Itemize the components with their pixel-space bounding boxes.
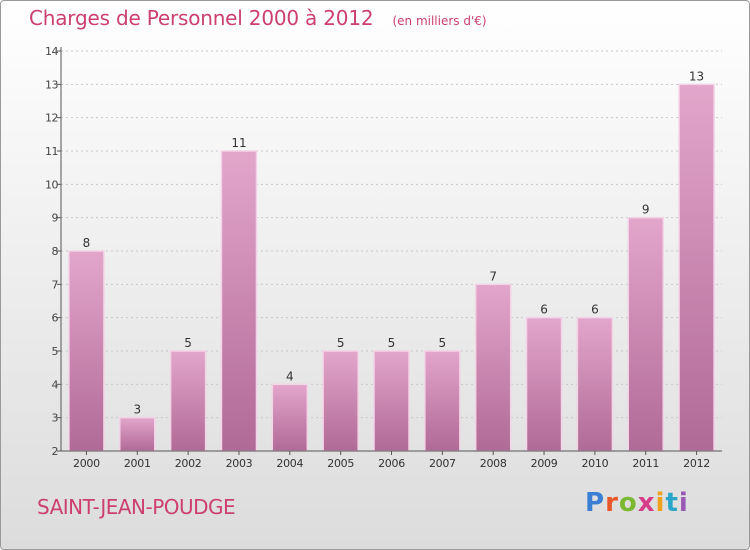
bar-value-label: 7	[489, 269, 497, 283]
x-tick-label: 2002	[175, 457, 202, 470]
brand-logo-letter: x	[637, 488, 656, 518]
bar	[271, 383, 309, 452]
bar	[220, 150, 258, 452]
y-tick-label: 9	[52, 212, 59, 225]
y-tick-label: 11	[45, 145, 58, 158]
y-tick-label: 6	[52, 312, 59, 325]
y-tick-label: 10	[45, 178, 58, 191]
y-tick-label: 7	[52, 278, 59, 291]
x-tick-label: 2007	[429, 457, 456, 470]
brand-logo-letter: i	[678, 488, 689, 518]
bar-value-label: 6	[591, 303, 599, 317]
x-tick-label: 2001	[124, 457, 151, 470]
x-tick-label: 2005	[327, 457, 354, 470]
bar-value-label: 3	[133, 403, 141, 417]
x-tick-label: 2008	[480, 457, 507, 470]
bar	[627, 216, 664, 452]
bar-value-label: 9	[642, 203, 650, 217]
y-tick-label: 2	[52, 445, 59, 458]
x-tick-label: 2000	[73, 457, 100, 470]
bar	[68, 250, 105, 452]
bar-value-label: 5	[184, 336, 192, 350]
axes: 2 3 4 5 6 7 8 9 10 11 12 13 14 2000 2001 2002 2003 2004 20…	[45, 45, 722, 470]
bar-value-label: 8	[83, 236, 91, 250]
bar-value-label: 5	[388, 336, 396, 350]
bar	[424, 350, 461, 452]
bar-value-label: 5	[337, 336, 345, 350]
x-tick-label: 2010	[581, 457, 608, 470]
x-tick-label: 2009	[531, 457, 558, 470]
brand-logo-letter: P	[585, 488, 606, 518]
bar	[525, 316, 563, 452]
y-tick-label: 8	[52, 245, 59, 258]
bar	[576, 316, 614, 452]
bar-value-label: 6	[540, 303, 548, 317]
bars: 8 3 5 11 4 5 5 5 7 6 6 9 13	[68, 69, 715, 452]
y-tick-label: 12	[45, 112, 58, 125]
brand-logo-letter: r	[605, 488, 619, 518]
y-tick-label: 3	[52, 412, 59, 425]
x-tick-label: 2012	[683, 457, 710, 470]
x-tick-label: 2004	[276, 457, 303, 470]
brand-logo-letter: t	[665, 488, 679, 518]
x-tick-label: 2006	[378, 457, 405, 470]
bar	[678, 83, 715, 452]
bar-value-label: 5	[439, 336, 447, 350]
brand-logo-letter: o	[618, 488, 638, 518]
x-tick-label: 2011	[632, 457, 659, 470]
bar	[119, 416, 156, 452]
y-tick-label: 4	[52, 378, 59, 391]
y-tick-label: 14	[45, 45, 58, 58]
chart-title: Charges de Personnel 2000 à 2012	[29, 6, 374, 30]
y-tick-label: 13	[45, 78, 58, 91]
y-tick-label: 5	[52, 345, 59, 358]
x-tick-label: 2003	[226, 457, 253, 470]
bar	[169, 350, 207, 452]
commune-name: SAINT-JEAN-POUDGE	[37, 495, 236, 519]
brand-logo: Proxiti	[585, 488, 689, 518]
bar	[322, 350, 359, 452]
bar-value-label: 11	[231, 136, 246, 150]
chart-subtitle: (en milliers d'€)	[392, 14, 487, 28]
bar	[373, 350, 410, 452]
bar-value-label: 4	[286, 369, 294, 383]
bar	[474, 283, 512, 452]
title-block: Charges de Personnel 2000 à 2012 (en mil…	[29, 6, 487, 30]
brand-logo-letter: i	[655, 488, 666, 518]
bar-value-label: 13	[689, 69, 704, 83]
